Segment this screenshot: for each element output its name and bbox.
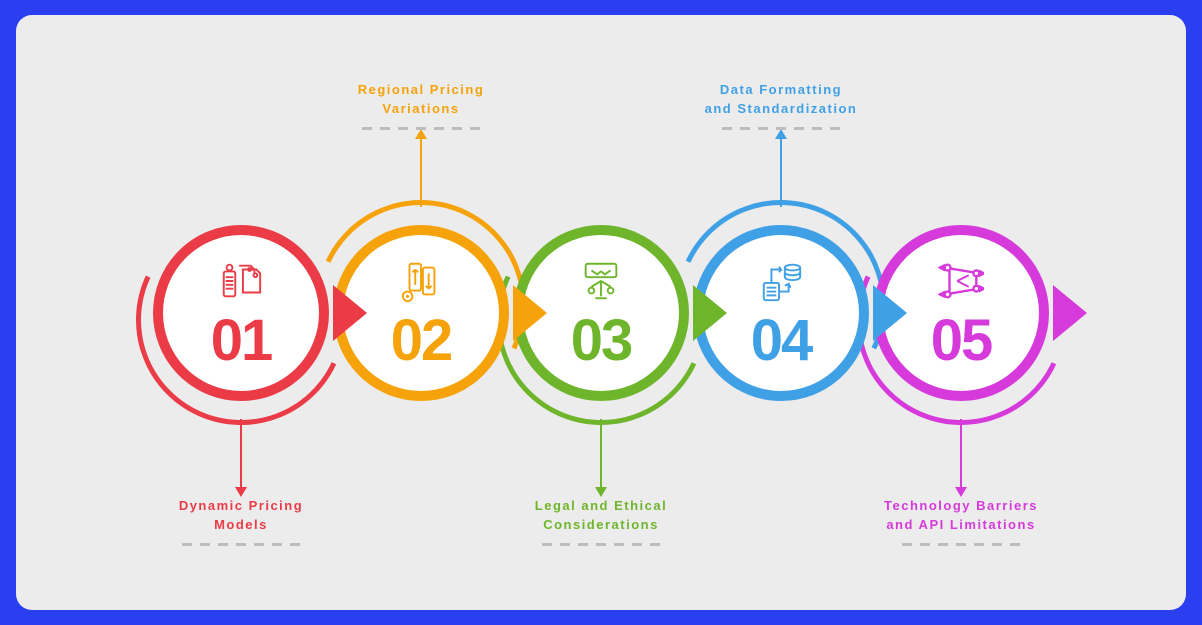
step-label-line2: Considerations: [491, 515, 711, 535]
dashes: [851, 543, 1071, 546]
dashes: [491, 543, 711, 546]
step-arrow-line: [600, 419, 602, 489]
step-number: 04: [751, 312, 812, 370]
step-arrow-line: [960, 419, 962, 489]
step-label-line2: and Standardization: [671, 99, 891, 119]
updown-icon: [396, 256, 446, 306]
step-label-line1: Dynamic Pricing: [131, 496, 351, 516]
step-pointer: [873, 285, 907, 341]
step-label-line2: Models: [131, 515, 351, 535]
step-arrow-head: [775, 129, 787, 139]
step-label-line1: Legal and Ethical: [491, 496, 711, 516]
step-number: 05: [931, 312, 992, 370]
step-label-line2: and API Limitations: [851, 515, 1071, 535]
dashes: [671, 127, 891, 130]
step-number: 01: [211, 312, 272, 370]
step-label-line2: Variations: [311, 99, 531, 119]
step-label: Technology Barriersand API Limitations: [851, 496, 1071, 546]
step-label: Regional PricingVariations: [311, 80, 531, 130]
step-pointer: [333, 285, 367, 341]
dashes: [311, 127, 531, 130]
step-label: Data Formattingand Standardization: [671, 80, 891, 130]
step-label-line1: Technology Barriers: [851, 496, 1071, 516]
step-arrow-head: [415, 129, 427, 139]
infographic-card: 01Dynamic PricingModels 02Regional Prici…: [16, 15, 1186, 610]
step-arrow-line: [240, 419, 242, 489]
step-arrow-line: [780, 137, 782, 207]
steps-row: 01Dynamic PricingModels 02Regional Prici…: [151, 215, 1051, 411]
price-tags-icon: [216, 256, 266, 306]
step-label: Legal and EthicalConsiderations: [491, 496, 711, 546]
handshake-scale-icon: [576, 256, 626, 306]
step-pointer: [693, 285, 727, 341]
step-number: 02: [391, 312, 452, 370]
step-pointer: [1053, 285, 1087, 341]
step-label-line1: Data Formatting: [671, 80, 891, 100]
step-label: Dynamic PricingModels: [131, 496, 351, 546]
step-pointer: [513, 285, 547, 341]
barrier-icon: [936, 256, 986, 306]
step-label-line1: Regional Pricing: [311, 80, 531, 100]
step-arrow-line: [420, 137, 422, 207]
dashes: [131, 543, 351, 546]
step-number: 03: [571, 312, 632, 370]
data-flow-icon: [756, 256, 806, 306]
step-01: 01Dynamic PricingModels: [143, 215, 339, 411]
step-circle: 01: [153, 225, 329, 401]
